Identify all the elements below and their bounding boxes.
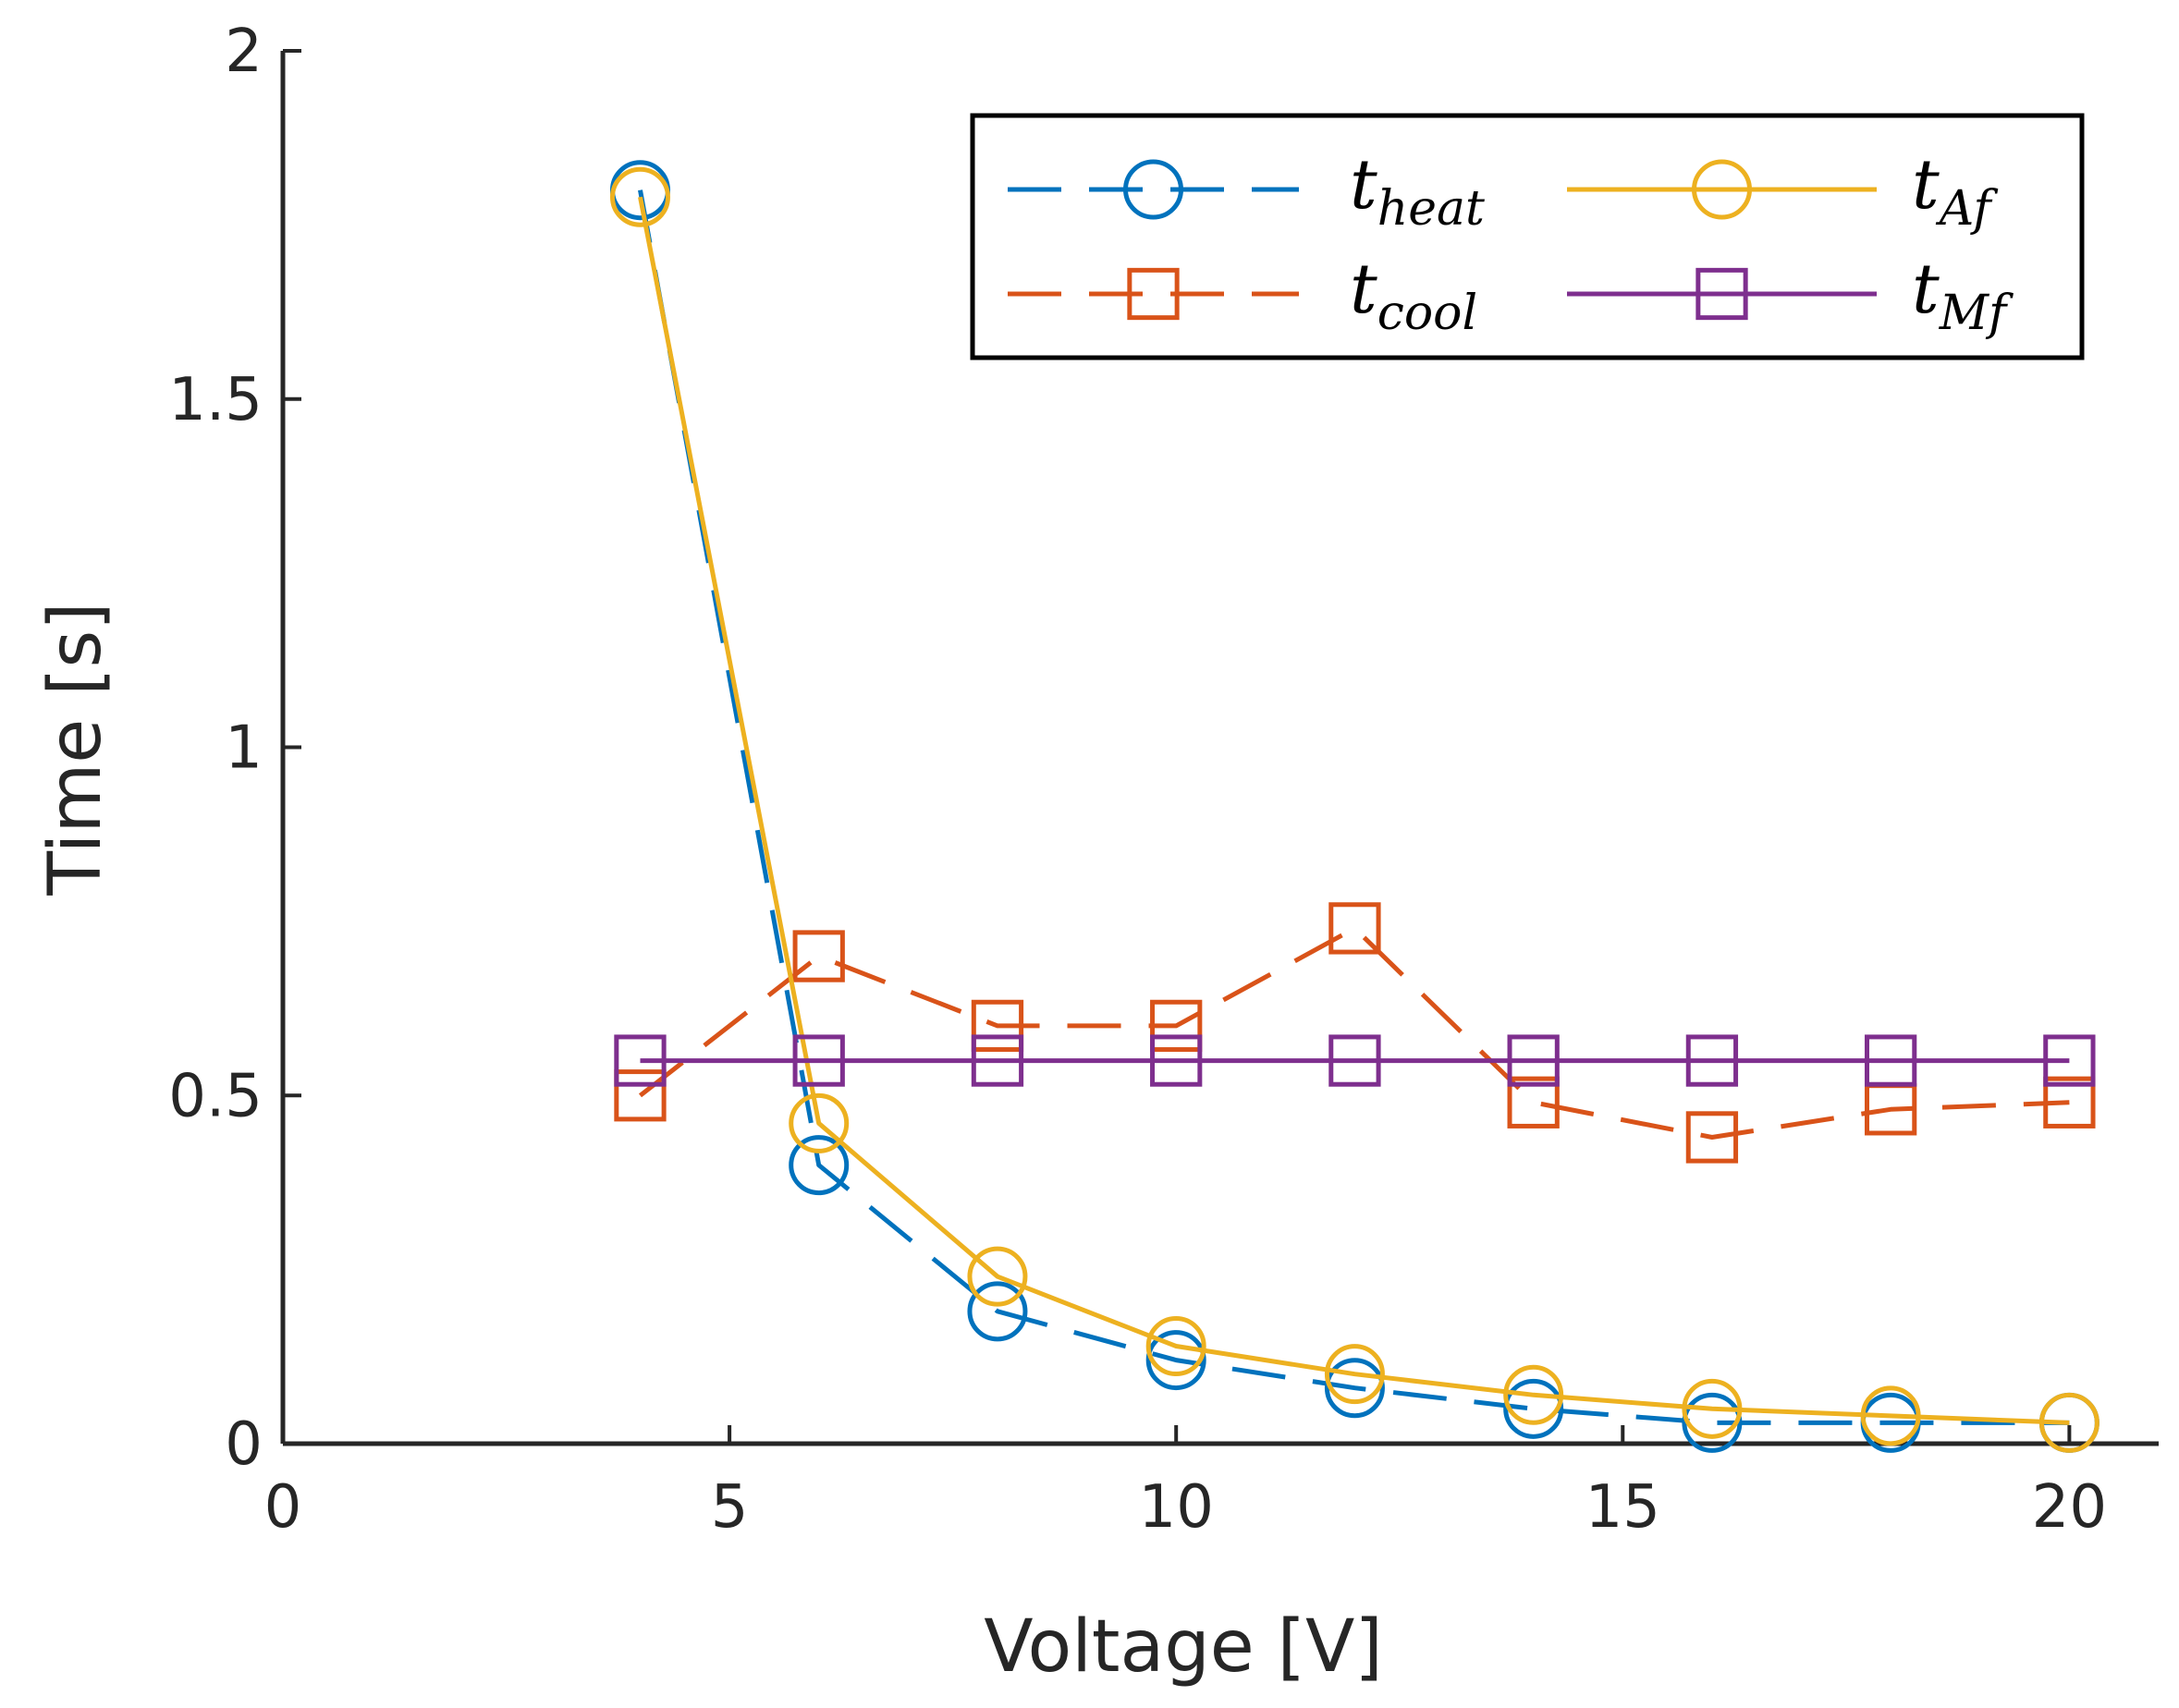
legend-entry-af: tAf bbox=[1567, 145, 1998, 237]
series-line-cool bbox=[638, 925, 2070, 1140]
data-point-cool bbox=[792, 930, 845, 982]
data-point-cool bbox=[1685, 1111, 1739, 1164]
y-tick-label: 1.5 bbox=[168, 366, 263, 434]
data-point-heat bbox=[1503, 1378, 1564, 1439]
data-point-af bbox=[1145, 1316, 1206, 1377]
series-mf bbox=[614, 1034, 2096, 1087]
data-point-af bbox=[1860, 1385, 1921, 1446]
series-heat bbox=[609, 160, 2099, 1453]
data-point-mf bbox=[1150, 1034, 1203, 1087]
legend-entry-heat: theat bbox=[1008, 145, 1485, 237]
legend-marker-cool bbox=[1127, 267, 1180, 321]
x-axis-label: Voltage [V] bbox=[984, 1605, 1383, 1689]
data-point-af bbox=[967, 1246, 1028, 1307]
series-line-heat bbox=[638, 189, 2070, 1425]
x-tick-label: 10 bbox=[1138, 1473, 1213, 1542]
legend-label-af: tAf bbox=[1912, 145, 1998, 237]
data-point-heat bbox=[1324, 1358, 1385, 1419]
legend-marker-heat bbox=[1123, 159, 1183, 220]
legend-marker-af bbox=[1692, 159, 1752, 220]
data-point-mf bbox=[614, 1034, 667, 1087]
legend-label-cool: tcool bbox=[1350, 250, 1477, 341]
data-point-af bbox=[1324, 1344, 1385, 1405]
data-point-heat bbox=[1145, 1330, 1206, 1391]
data-point-cool bbox=[1150, 999, 1203, 1053]
data-point-af bbox=[789, 1092, 850, 1153]
data-point-mf bbox=[792, 1034, 845, 1087]
y-axis-label: Time [s] bbox=[34, 602, 117, 896]
data-point-cool bbox=[2043, 1076, 2096, 1128]
x-tick-label: 0 bbox=[264, 1473, 302, 1542]
data-point-af bbox=[1503, 1364, 1564, 1425]
data-point-heat bbox=[1682, 1392, 1743, 1453]
series-line-af bbox=[638, 196, 2070, 1425]
series-cool bbox=[614, 902, 2096, 1164]
legend-label-mf: tMf bbox=[1912, 250, 2014, 341]
data-point-mf bbox=[1507, 1034, 1560, 1087]
data-point-cool bbox=[614, 1069, 667, 1122]
data-point-mf bbox=[2043, 1034, 2096, 1087]
data-point-cool bbox=[1507, 1076, 1560, 1128]
data-point-heat bbox=[967, 1281, 1028, 1342]
legend-entry-cool: tcool bbox=[1008, 250, 1477, 341]
x-tick-label: 15 bbox=[1585, 1473, 1660, 1542]
data-point-cool bbox=[971, 999, 1024, 1053]
y-tick-label: 0 bbox=[225, 1410, 263, 1479]
series-layer bbox=[609, 160, 2099, 1453]
y-tick-label: 2 bbox=[225, 18, 263, 86]
y-tick-label: 0.5 bbox=[168, 1062, 263, 1130]
data-point-mf bbox=[1328, 1034, 1381, 1087]
legend-entry-mf: tMf bbox=[1567, 250, 2014, 341]
data-point-mf bbox=[971, 1034, 1024, 1087]
data-point-cool bbox=[1328, 902, 1381, 955]
y-tick-label: 1 bbox=[225, 714, 263, 783]
legend-marker-mf bbox=[1695, 267, 1748, 321]
data-point-af bbox=[609, 166, 670, 227]
legend-label-heat: theat bbox=[1350, 145, 1485, 237]
data-point-heat bbox=[789, 1135, 850, 1196]
data-point-af bbox=[2038, 1392, 2099, 1453]
legend: theat tcool tAf tMf bbox=[970, 113, 2085, 360]
data-point-af bbox=[1682, 1378, 1743, 1439]
series-af bbox=[609, 166, 2099, 1453]
x-tick-label: 20 bbox=[2032, 1473, 2107, 1542]
data-point-mf bbox=[1864, 1034, 1917, 1087]
data-point-mf bbox=[1685, 1034, 1739, 1087]
axes: 0 5 10 15 20 0 0.5 1 1.5 2 bbox=[168, 18, 2159, 1542]
x-tick-label: 5 bbox=[711, 1473, 749, 1542]
